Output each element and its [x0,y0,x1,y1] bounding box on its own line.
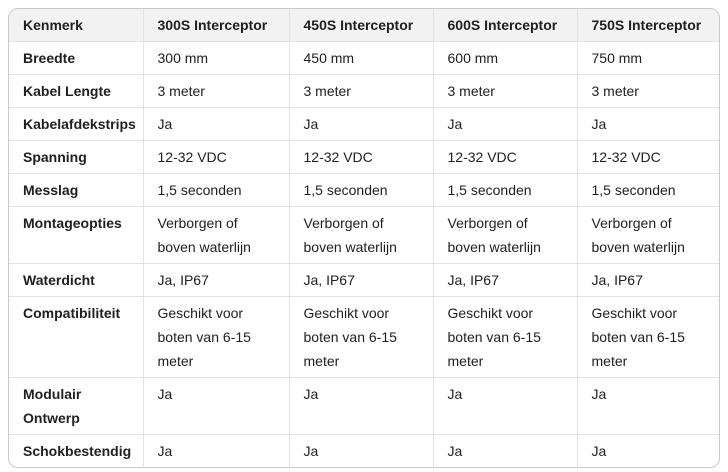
row-label: Breedte [9,41,144,75]
table-cell: Verborgen of boven waterlijn [433,206,578,264]
column-header-feature: Kenmerk [9,9,144,42]
table-cell: Geschikt voor boten van 6-15 meter [433,296,578,378]
table-row: Breedte 300 mm 450 mm 600 mm 750 mm [9,41,719,75]
table-cell: 3 meter [577,74,719,108]
table-cell: Ja [591,443,607,459]
table-cell: 3 meter [433,74,578,108]
table-row: Kabelafdekstrips Ja Ja Ja Ja [9,107,719,141]
table-cell: Ja, IP67 [289,263,434,297]
table-cell: 12-32 VDC [143,140,290,174]
product-specs-table: Kenmerk 300S Interceptor 450S Interceptor 6… [9,9,719,467]
table-row: Compatibiliteit Geschikt voor boten van 6… [9,296,719,378]
table-row: Modulair Ontwerp Ja Ja Ja Ja [9,377,719,435]
table-cell: 600 mm [433,41,578,75]
table-cell: 3 meter [143,74,290,108]
row-label: Messlag [9,173,144,207]
table-row: Montageopties Verborgen of boven waterlij… [9,206,719,264]
row-label: Compatibiliteit [9,296,144,378]
row-label: Spanning [9,140,144,174]
table-cell: 750 mm [577,41,719,75]
product-specs-table-card: Kenmerk 300S Interceptor 450S Interceptor 6… [8,8,720,468]
row-label: Kabelafdekstrips [9,107,144,141]
table-cell: Ja [577,107,719,141]
table-body: Breedte 300 mm 450 mm 600 mm 750 mm Kabel Len… [9,41,719,467]
table-cell: 12-32 VDC [289,140,434,174]
table-cell: Ja, IP67 [433,263,578,297]
table-cell: 300 mm [143,41,290,75]
table-cell: Ja, IP67 [577,263,719,297]
table-header-row: Kenmerk 300S Interceptor 450S Interceptor 6… [9,9,719,42]
column-header-product: 450S Interceptor [289,9,434,42]
table-row: Schokbestendig Ja Ja Ja Ja [9,434,719,467]
table-cell: 1,5 seconden [143,173,290,207]
row-label: Kabel Lengte [9,74,144,108]
table-cell: Ja [433,107,578,141]
column-header-product: 600S Interceptor [433,9,578,42]
table-row: Spanning 12-32 VDC 12-32 VDC 12-32 VDC 12-32… [9,140,719,174]
table-cell: Ja [289,434,434,467]
table-row: Waterdicht Ja, IP67 Ja, IP67 Ja, IP67 Ja, IP… [9,263,719,297]
table-cell: 1,5 seconden [577,173,719,207]
table-cell: Ja [143,107,290,141]
table-cell: Ja, IP67 [143,263,290,297]
table-cell: 1,5 seconden [433,173,578,207]
table-cell: Ja [433,377,578,435]
table-cell: Ja [289,377,434,435]
row-label: Waterdicht [9,263,144,297]
table-cell: Ja [433,434,578,467]
table-row: Messlag 1,5 seconden 1,5 seconden 1,5 secon… [9,173,719,207]
table-row: Kabel Lengte 3 meter 3 meter 3 meter 3 meter [9,74,719,108]
table-cell: Verborgen of boven waterlijn [577,206,719,264]
table-cell: Ja [143,377,290,435]
table-cell: 12-32 VDC [577,140,719,174]
table-cell: Ja [143,434,290,467]
table-cell: 1,5 seconden [289,173,434,207]
table-cell: Geschikt voor boten van 6-15 meter [577,296,719,378]
table-cell: 12-32 VDC [433,140,578,174]
table-cell: Geschikt voor boten van 6-15 meter [289,296,434,378]
column-header-product: 300S Interceptor [143,9,290,42]
table-cell: Ja [577,377,719,435]
table-cell: Geschikt voor boten van 6-15 meter [143,296,290,378]
row-label: Schokbestendig [9,434,144,467]
row-label: Modulair Ontwerp [9,377,144,435]
table-cell: Ja [289,107,434,141]
table-cell: Verborgen of boven waterlijn [143,206,290,264]
table-cell: Verborgen of boven waterlijn [289,206,434,264]
table-head: Kenmerk 300S Interceptor 450S Interceptor 6… [9,9,719,42]
row-label: Montageopties [9,206,144,264]
column-header-product: 750S Interceptor [577,9,719,42]
table-cell: 3 meter [289,74,434,108]
table-cell: 450 mm [289,41,434,75]
